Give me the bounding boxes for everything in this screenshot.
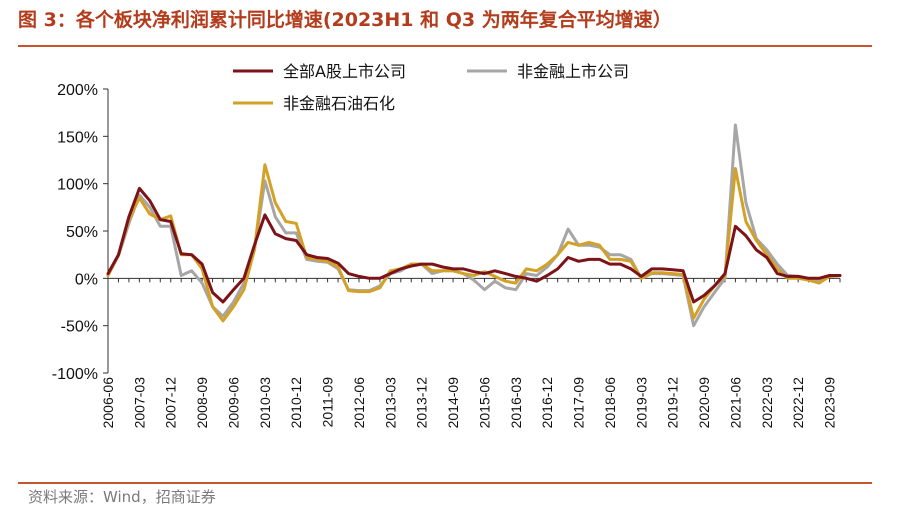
x-tick-label: 2013-03 [382, 377, 398, 429]
x-tick-label: 2022-03 [759, 377, 775, 429]
x-tick-label: 2013-12 [414, 377, 430, 429]
chart-title: 图 3：各个板块净利润累计同比增速(2023H1 和 Q3 为两年复合平均增速） [18, 9, 672, 31]
x-tick-label: 2021-06 [727, 377, 743, 429]
series-line-1 [106, 123, 842, 328]
x-tick-label: 2020-09 [696, 377, 712, 429]
x-tick-label: 2006-06 [100, 377, 116, 429]
x-tick-label: 2019-12 [665, 377, 681, 429]
legend-label-0: 全部A股上市公司 [283, 62, 406, 81]
title-divider [18, 45, 872, 47]
y-tick-label: -100% [52, 366, 98, 383]
x-tick-label: 2010-12 [288, 377, 304, 429]
x-tick-label: 2007-03 [131, 377, 147, 429]
legend-label-1: 非金融上市公司 [517, 62, 629, 81]
x-tick-label: 2018-06 [602, 377, 618, 429]
y-tick-label: 0% [75, 271, 98, 288]
x-tick-label: 2016-12 [539, 377, 555, 429]
x-tick-label: 2023-09 [822, 377, 838, 429]
x-tick-label: 2011-09 [320, 377, 336, 428]
plot-area: 200% 150% 100% 50% 0% -50% -100%2006-06 2007-03… [52, 82, 842, 429]
series-line-0 [106, 186, 842, 304]
y-tick-label: 100% [57, 177, 98, 194]
x-tick-label: 2015-06 [476, 377, 492, 429]
source-divider [18, 482, 872, 484]
x-tick-label: 2010-03 [257, 377, 273, 429]
legend-label-2: 非金融石油石化 [283, 94, 395, 113]
x-tick-label: 2008-09 [194, 377, 210, 429]
x-tick-label: 2014-09 [445, 377, 461, 429]
y-tick-label: 50% [66, 224, 98, 241]
y-tick-label: 150% [57, 129, 98, 146]
source-note: 资料来源：Wind，招商证券 [28, 488, 216, 506]
y-tick-label: -50% [61, 319, 98, 336]
y-tick-label: 200% [57, 82, 98, 99]
x-tick-label: 2019-03 [633, 377, 649, 429]
x-tick-label: 2009-06 [225, 377, 241, 429]
x-tick-label: 2012-06 [351, 377, 367, 429]
x-tick-label: 2022-12 [790, 377, 806, 429]
x-tick-label: 2016-03 [508, 377, 524, 429]
x-tick-label: 2017-09 [571, 377, 587, 429]
x-tick-label: 2007-12 [163, 377, 179, 429]
